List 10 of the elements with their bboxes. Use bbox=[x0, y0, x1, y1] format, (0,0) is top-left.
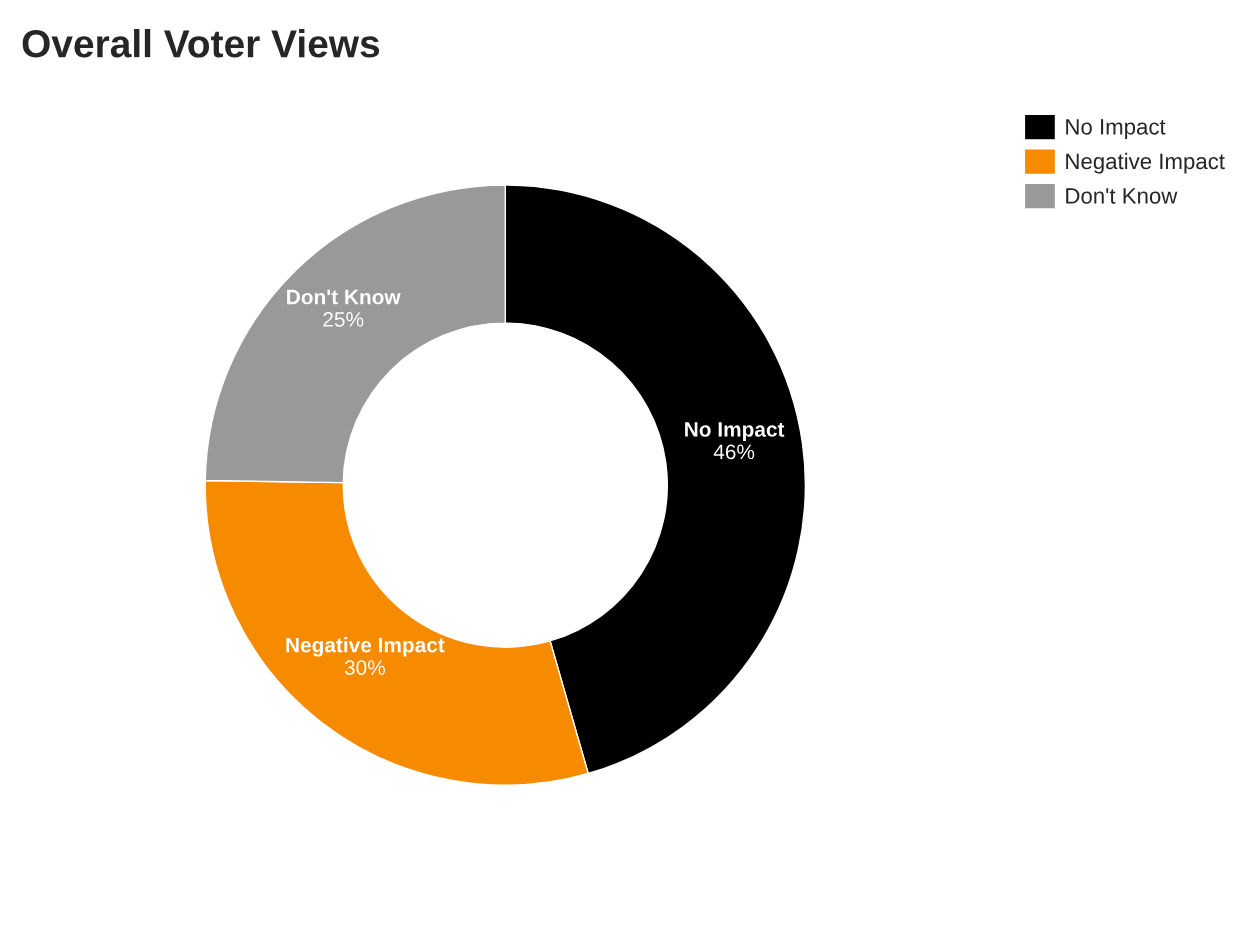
legend-label: Don't Know bbox=[1066, 188, 1178, 204]
slice-label: Don't Know bbox=[287, 289, 401, 305]
data-label: 25% bbox=[323, 312, 364, 327]
legend-label: Negative Impact bbox=[1066, 152, 1225, 174]
slice-label: Negative Impact bbox=[286, 637, 445, 657]
slice-label: No Impact bbox=[685, 422, 785, 441]
chart-title: Overall Voter Views bbox=[22, 28, 380, 58]
data-label: 46% bbox=[713, 444, 755, 460]
legend-label: No Impact bbox=[1066, 119, 1166, 140]
data-label: 30% bbox=[344, 660, 385, 675]
